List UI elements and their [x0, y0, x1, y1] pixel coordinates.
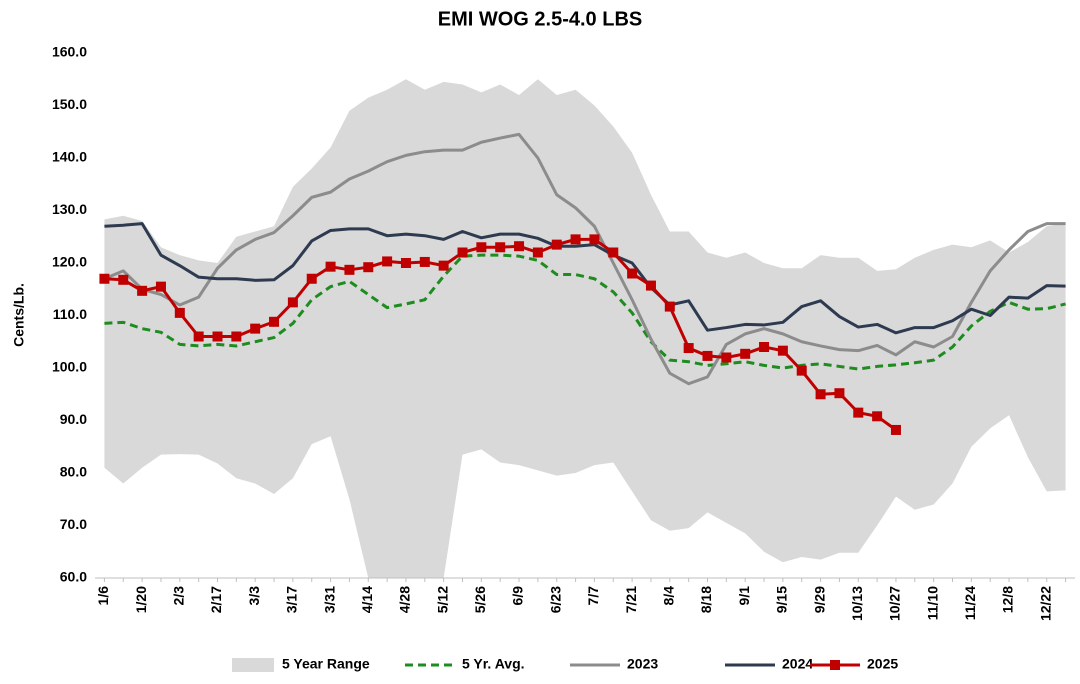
x-tick-label: 1/20 — [133, 586, 149, 613]
x-tick-label: 12/8 — [1000, 586, 1016, 613]
y-tick-label: 130.0 — [52, 201, 87, 217]
point-marker — [155, 281, 166, 292]
x-tick-label: 3/17 — [284, 586, 300, 613]
x-tick-label: 9/15 — [774, 586, 790, 613]
series-line — [104, 222, 1066, 335]
y-tick-label: 90.0 — [60, 411, 87, 427]
series-line — [103, 132, 1066, 386]
x-tick-label: 6/23 — [547, 586, 563, 613]
x-tick-label: 4/14 — [359, 586, 375, 613]
point-marker — [872, 411, 883, 422]
chart-title: EMI WOG 2.5-4.0 LBS — [438, 8, 642, 30]
point-marker — [419, 256, 430, 267]
point-marker — [853, 407, 864, 418]
point-marker — [890, 424, 901, 435]
y-tick-label: 160.0 — [52, 44, 87, 60]
point-marker — [796, 365, 807, 376]
point-marker — [363, 262, 374, 273]
point-marker — [495, 242, 506, 253]
point-marker — [137, 285, 148, 296]
y-tick-label: 120.0 — [52, 254, 87, 270]
x-tick-label: 2/17 — [208, 586, 224, 613]
point-marker — [834, 388, 845, 399]
point-marker — [721, 352, 732, 363]
point-marker — [250, 323, 261, 334]
point-marker — [174, 307, 185, 318]
legend-label: 5 Year Range — [282, 656, 370, 672]
plot-area — [99, 79, 1066, 578]
x-tick-label: 11/24 — [962, 586, 978, 620]
legend-label: 2023 — [627, 656, 658, 672]
point-marker — [457, 247, 468, 258]
point-marker — [476, 242, 487, 253]
point-marker — [269, 316, 280, 327]
point-marker — [231, 331, 242, 342]
x-tick-label: 2/3 — [171, 586, 187, 606]
point-marker — [514, 241, 525, 252]
x-tick-label: 7/7 — [585, 586, 601, 606]
point-marker — [438, 260, 449, 271]
x-tick-label: 1/6 — [95, 586, 111, 606]
point-marker — [212, 331, 223, 342]
point-marker — [664, 301, 675, 312]
point-marker — [306, 273, 317, 284]
point-marker — [702, 350, 713, 361]
legend-label: 2024 — [782, 656, 813, 672]
point-marker — [759, 342, 770, 352]
point-marker — [627, 268, 638, 279]
point-marker — [645, 280, 656, 291]
x-tick-label: 6/9 — [510, 586, 526, 606]
x-tick-label: 5/26 — [472, 586, 488, 613]
point-marker — [570, 234, 581, 245]
y-tick-label: 100.0 — [52, 359, 87, 375]
y-tick-label: 150.0 — [52, 96, 87, 112]
point-marker — [99, 273, 110, 284]
y-tick-label: 80.0 — [60, 464, 87, 480]
point-marker — [683, 343, 694, 354]
x-tick-label: 9/29 — [811, 586, 827, 613]
point-marker — [589, 234, 600, 245]
legend-swatch — [232, 658, 274, 672]
x-tick-label: 11/10 — [924, 586, 940, 620]
point-marker — [193, 331, 204, 342]
legend-marker — [830, 660, 840, 670]
point-marker — [118, 274, 129, 285]
point-marker — [400, 258, 411, 268]
y-tick-label: 140.0 — [52, 149, 87, 165]
x-tick-label: 4/28 — [397, 586, 413, 613]
point-marker — [287, 297, 298, 308]
series-line — [104, 253, 1066, 371]
legend-label: 5 Yr. Avg. — [462, 656, 525, 672]
x-tick-label: 8/18 — [698, 586, 714, 613]
range-area — [104, 79, 1066, 578]
x-tick-label: 7/21 — [623, 586, 639, 613]
point-marker — [551, 239, 562, 250]
x-tick-label: 10/13 — [849, 586, 865, 621]
point-marker — [608, 247, 619, 258]
point-marker — [777, 345, 788, 356]
point-marker — [532, 247, 543, 258]
y-tick-label: 60.0 — [60, 569, 87, 585]
point-marker — [325, 261, 336, 272]
point-marker — [382, 256, 393, 267]
x-tick-label: 12/22 — [1037, 586, 1053, 621]
x-tick-label: 10/27 — [887, 586, 903, 621]
y-axis-label: Cents/Lb. — [11, 283, 27, 347]
x-tick-label: 9/1 — [736, 586, 752, 606]
x-tick-label: 3/31 — [321, 586, 337, 613]
x-tick-label: 8/4 — [661, 586, 677, 606]
legend-label: 2025 — [867, 656, 898, 672]
y-tick-label: 110.0 — [53, 306, 87, 322]
y-tick-label: 70.0 — [60, 516, 87, 532]
x-tick-label: 5/12 — [434, 586, 450, 613]
point-marker — [344, 264, 355, 275]
point-marker — [740, 348, 751, 359]
x-tick-label: 3/3 — [246, 586, 262, 606]
point-marker — [815, 389, 826, 400]
